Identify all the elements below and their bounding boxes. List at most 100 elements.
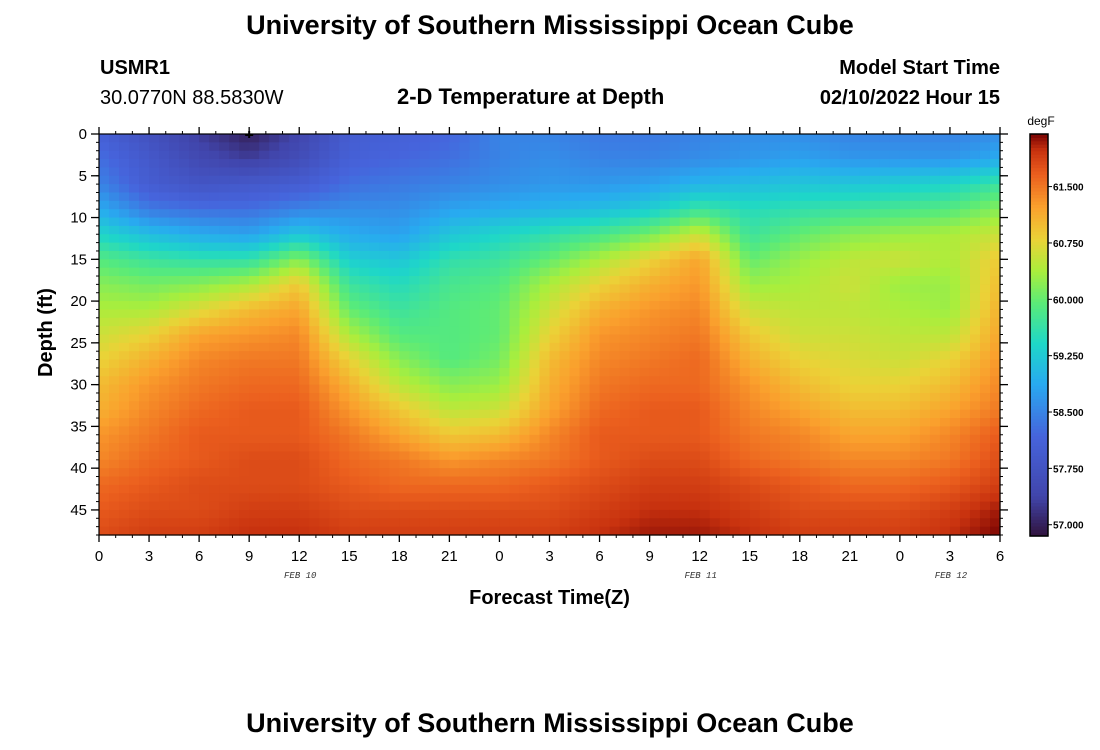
heatmap-cell (349, 209, 360, 219)
heatmap-cell (229, 276, 240, 285)
heatmap-cell (939, 225, 951, 235)
heatmap-cell (879, 317, 891, 327)
heatmap-cell (719, 526, 731, 536)
heatmap-cell (849, 359, 861, 369)
heatmap-cell (389, 284, 400, 294)
heatmap-cell (199, 250, 210, 260)
heatmap-cell (989, 317, 1001, 327)
heatmap-cell (499, 284, 511, 294)
heatmap-cell (929, 142, 941, 152)
heatmap-cell (769, 200, 781, 210)
heatmap-cell (99, 317, 110, 327)
heatmap-cell (529, 443, 541, 453)
heatmap-cell (689, 376, 701, 386)
heatmap-cell (949, 509, 961, 519)
heatmap-cell (309, 225, 320, 235)
heatmap-cell (609, 418, 621, 427)
heatmap-cell (879, 367, 891, 377)
heatmap-cell (749, 476, 761, 486)
heatmap-cell (459, 501, 471, 511)
heatmap-cell (829, 409, 841, 419)
heatmap-cell (129, 317, 140, 327)
heatmap-cell (729, 175, 741, 185)
heatmap-cell (209, 351, 220, 361)
heatmap-cell (679, 418, 691, 427)
heatmap-cell (159, 392, 170, 402)
heatmap-cell (899, 209, 911, 219)
heatmap-cell (369, 518, 380, 528)
heatmap-cell (379, 451, 390, 461)
heatmap-cell (419, 334, 430, 344)
heatmap-cell (979, 384, 991, 394)
heatmap-cell (819, 434, 831, 444)
heatmap-cell (359, 150, 370, 160)
heatmap-cell (549, 376, 561, 386)
heatmap-cell (689, 184, 701, 194)
heatmap-cell (519, 192, 531, 202)
heatmap-cell (919, 192, 931, 202)
heatmap-cell (869, 426, 881, 436)
heatmap-cell (309, 209, 320, 219)
heatmap-cell (619, 384, 631, 394)
heatmap-cell (179, 359, 190, 369)
heatmap-cell (979, 509, 991, 519)
heatmap-cell (859, 376, 871, 386)
heatmap-cell (989, 409, 1001, 419)
heatmap-cell (929, 493, 941, 503)
heatmap-cell (269, 242, 280, 252)
heatmap-cell (229, 326, 240, 336)
heatmap-cell (589, 418, 601, 427)
heatmap-cell (709, 476, 721, 486)
heatmap-cell (889, 159, 901, 169)
heatmap-cell (559, 476, 571, 486)
heatmap-cell (299, 225, 310, 235)
heatmap-cell (329, 309, 340, 319)
heatmap-cell (899, 443, 911, 453)
heatmap-cell (169, 392, 180, 402)
heatmap-cell (709, 267, 721, 277)
heatmap-cell (729, 451, 741, 461)
heatmap-cell (499, 326, 511, 336)
heatmap-cell (239, 309, 250, 319)
heatmap-cell (189, 334, 200, 344)
heatmap-cell (989, 301, 1001, 311)
heatmap-cell (429, 443, 440, 453)
colorbar-segment (1030, 529, 1048, 534)
heatmap-cell (559, 484, 571, 494)
heatmap-cell (909, 434, 921, 444)
heatmap-cell (569, 217, 581, 227)
heatmap-cell (779, 301, 791, 311)
heatmap-cell (409, 225, 420, 235)
heatmap-cell (329, 376, 340, 386)
heatmap-cell (199, 150, 210, 160)
heatmap-cell (339, 284, 350, 294)
heatmap-cell (959, 192, 971, 202)
heatmap-cell (599, 359, 611, 369)
heatmap-cell (789, 192, 801, 202)
heatmap-cell (309, 526, 320, 536)
heatmap-cell (759, 418, 771, 427)
heatmap-cell (439, 209, 450, 219)
heatmap-cell (189, 234, 200, 244)
heatmap-cell (409, 392, 420, 402)
heatmap-cell (829, 167, 841, 177)
heatmap-cell (769, 184, 781, 194)
heatmap-cell (569, 334, 581, 344)
heatmap-cell (759, 326, 771, 336)
heatmap-cell (169, 284, 180, 294)
colorbar-segment (1030, 211, 1048, 215)
heatmap-cell (289, 359, 300, 369)
heatmap-cell (899, 367, 911, 377)
heatmap-cell (229, 184, 240, 194)
heatmap-cell (269, 409, 280, 419)
heatmap-cell (369, 317, 380, 327)
heatmap-cell (209, 259, 220, 269)
heatmap-cell (529, 184, 541, 194)
heatmap-cell (399, 526, 410, 536)
heatmap-cell (889, 276, 901, 285)
heatmap-cell (449, 292, 460, 302)
heatmap-cell (219, 342, 230, 352)
heatmap-cell (639, 509, 651, 519)
heatmap-cell (529, 468, 541, 478)
heatmap-cell (569, 267, 581, 277)
